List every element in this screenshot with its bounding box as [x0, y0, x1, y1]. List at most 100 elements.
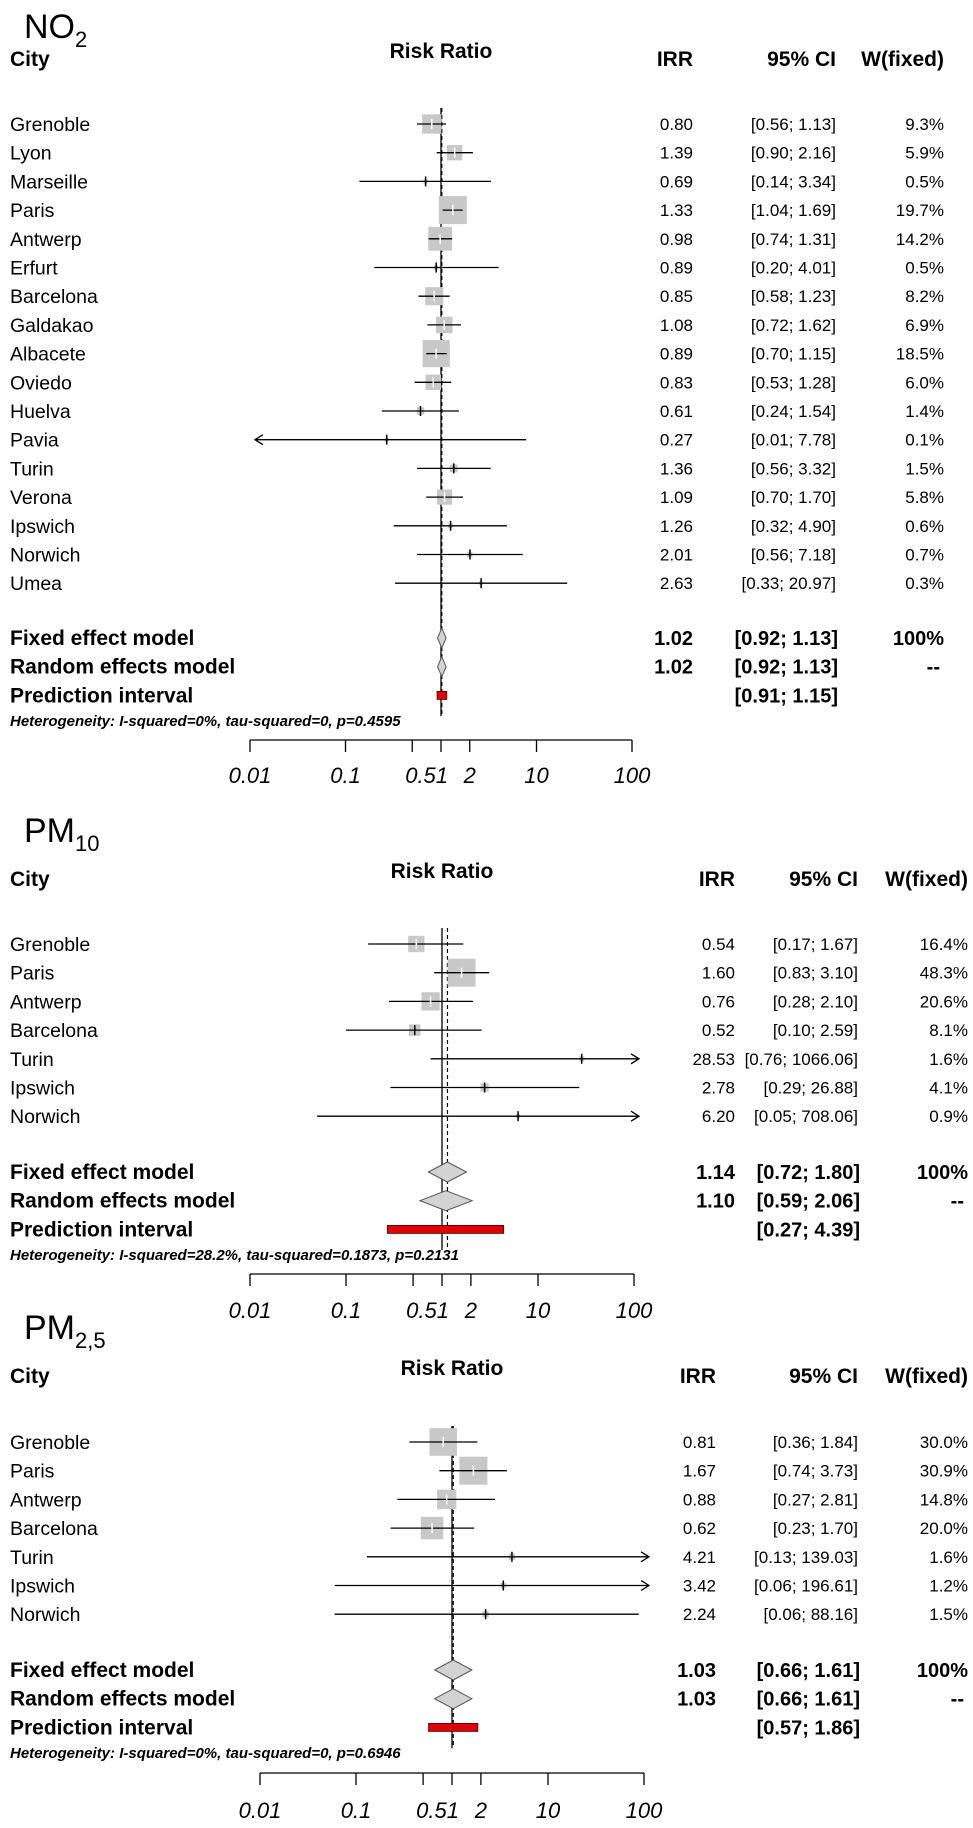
random-effects-diamond	[436, 655, 447, 678]
study-weight: 30.9%	[920, 1462, 968, 1481]
random-effects-irr: 1.03	[677, 1689, 716, 1711]
study-row: Barcelona 0.85 [0.58; 1.23] 8.2%	[10, 286, 944, 308]
random-effects-weight: --	[951, 1191, 964, 1213]
study-irr: 0.81	[683, 1433, 716, 1452]
header-irr: IRR	[657, 48, 693, 71]
prediction-interval-ci: [0.57; 1.86]	[757, 1717, 860, 1739]
tick-label: 0.1	[330, 763, 361, 788]
fixed-effect-weight: 100%	[917, 1162, 968, 1184]
study-ci: [0.14; 3.34]	[751, 172, 836, 191]
study-ci: [0.74; 1.31]	[751, 230, 836, 249]
study-ci: [0.70; 1.15]	[751, 345, 836, 364]
random-effects-label: Random effects model	[10, 656, 235, 679]
study-city: Barcelona	[10, 1020, 98, 1042]
study-ci: [0.28; 2.10]	[773, 992, 858, 1011]
study-weight: 1.5%	[929, 1605, 968, 1624]
fixed-effect-irr: 1.14	[696, 1162, 736, 1184]
study-irr: 1.08	[660, 316, 693, 335]
tick-label: 0.51	[416, 1798, 459, 1823]
study-city: Umea	[10, 573, 62, 595]
x-axis: 0.01 0.1 0.51 2 10 100	[229, 1273, 653, 1323]
study-weight: 14.8%	[920, 1490, 968, 1509]
study-row: Turin 1.36 [0.56; 3.32] 1.5%	[10, 458, 944, 480]
forest-panel-3: PM2,5 City Risk Ratio IRR 95% CI W(fixed) Gren…	[10, 1309, 968, 1823]
study-row: Antwerp 0.88 [0.27; 2.81] 14.8%	[10, 1489, 968, 1511]
panel-title-sub: 2	[75, 27, 87, 52]
study-irr: 0.61	[660, 402, 693, 421]
study-ci: [0.56; 1.13]	[751, 115, 836, 134]
header-95ci: 95% CI	[789, 1365, 858, 1388]
study-ci: [0.36; 1.84]	[773, 1433, 858, 1452]
random-effects-ci: [0.92; 1.13]	[735, 657, 838, 679]
study-row: Ipswich 2.78 [0.29; 26.88] 4.1%	[10, 1078, 968, 1100]
study-city: Ipswich	[10, 516, 75, 538]
study-irr: 1.36	[660, 459, 693, 478]
fixed-effect-row: Fixed effect model 1.03 100% [0.66; 1.61]	[10, 1659, 968, 1682]
study-ci: [0.53; 1.28]	[751, 373, 836, 392]
x-axis: 0.01 0.1 0.51 2 10 100	[239, 1772, 663, 1823]
panel-title: NO2	[24, 8, 87, 52]
panel-title-main: NO	[24, 8, 75, 46]
study-ci: [0.01; 7.78]	[751, 431, 836, 450]
ci-arrow-right	[630, 1053, 641, 1065]
study-weight: 20.6%	[920, 992, 968, 1011]
study-weight: 6.9%	[905, 316, 944, 335]
study-row: Grenoble 0.81 [0.36; 1.84] 30.0%	[10, 1428, 968, 1456]
study-city: Lyon	[10, 143, 52, 165]
study-city: Marseille	[10, 171, 88, 193]
study-city: Antwerp	[10, 229, 82, 251]
study-weight: 14.2%	[896, 230, 944, 249]
study-weight: 48.3%	[920, 964, 968, 983]
study-ci: [0.13; 139.03]	[754, 1548, 858, 1567]
random-effects-diamond	[433, 1688, 473, 1710]
study-weight: 18.5%	[896, 345, 944, 364]
study-weight: 0.3%	[905, 574, 944, 593]
study-irr: 0.27	[660, 431, 693, 450]
x-axis: 0.01 0.1 0.51 2 10 100	[229, 739, 651, 788]
fixed-effect-ci: [0.66; 1.61]	[757, 1660, 860, 1682]
study-ci: [0.06; 88.16]	[763, 1605, 858, 1624]
ci-arrow-right	[630, 1110, 641, 1122]
fixed-effect-label: Fixed effect model	[10, 1659, 194, 1682]
fixed-effect-ci: [0.92; 1.13]	[735, 628, 838, 650]
prediction-bar	[428, 1723, 479, 1732]
tick-label: 0.01	[229, 763, 272, 788]
header-city: City	[10, 1365, 50, 1388]
study-ci: [0.27; 2.81]	[773, 1490, 858, 1509]
study-city: Ipswich	[10, 1078, 75, 1100]
study-row: Grenoble 0.80 [0.56; 1.13] 9.3%	[10, 114, 944, 136]
study-irr: 6.20	[702, 1107, 735, 1126]
study-row: Umea 2.63 [0.33; 20.97] 0.3%	[10, 573, 944, 595]
tick-label: 10	[526, 1298, 551, 1323]
random-effects-label: Random effects model	[10, 1190, 235, 1213]
study-weight: 1.5%	[905, 459, 944, 478]
study-row: Albacete 0.89 [0.70; 1.15] 18.5%	[10, 340, 944, 368]
study-row: Paris 1.33 [1.04; 1.69] 19.7%	[10, 196, 944, 225]
random-effects-ci: [0.66; 1.61]	[757, 1689, 860, 1711]
tick-label: 2	[474, 1798, 487, 1823]
study-weight: 4.1%	[929, 1079, 968, 1098]
study-city: Barcelona	[10, 286, 98, 308]
study-ci: [1.04; 1.69]	[751, 201, 836, 220]
study-weight: 19.7%	[896, 201, 944, 220]
tick-label: 0.01	[239, 1798, 282, 1823]
study-weight: 0.6%	[905, 517, 944, 536]
study-row: Paris 1.67 [0.74; 3.73] 30.9%	[10, 1456, 968, 1485]
study-row: Galdakao 1.08 [0.72; 1.62] 6.9%	[10, 315, 944, 337]
prediction-interval-label: Prediction interval	[10, 1716, 193, 1739]
study-row: Antwerp 0.98 [0.74; 1.31] 14.2%	[10, 226, 944, 251]
study-row: Norwich 2.01 [0.56; 7.18] 0.7%	[10, 545, 944, 567]
tick-label: 0.1	[341, 1798, 372, 1823]
study-ci: [0.58; 1.23]	[751, 287, 836, 306]
study-weight: 6.0%	[905, 373, 944, 392]
study-weight: 8.2%	[905, 287, 944, 306]
fixed-effect-row: Fixed effect model 1.02 100% [0.92; 1.13]	[10, 626, 944, 650]
fixed-effect-row: Fixed effect model 1.14 100% [0.72; 1.80]	[10, 1161, 968, 1184]
prediction-interval-row: Prediction interval [0.57; 1.86]	[10, 1716, 860, 1739]
header-risk-ratio: Risk Ratio	[401, 1357, 504, 1380]
study-city: Erfurt	[10, 258, 58, 280]
study-city: Turin	[10, 1049, 54, 1071]
heterogeneity-text: Heterogeneity: I-squared=0%, tau-squared…	[10, 713, 401, 730]
study-irr: 0.69	[660, 172, 693, 191]
